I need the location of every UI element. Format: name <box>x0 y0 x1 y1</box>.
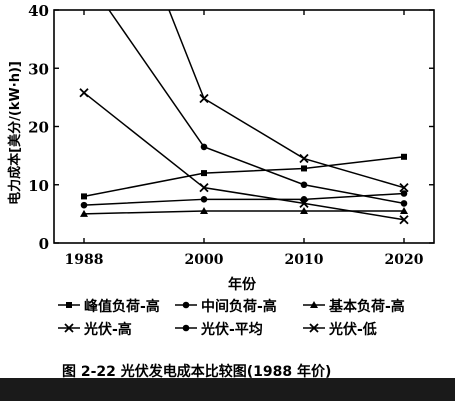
marker-circle <box>182 301 190 309</box>
marker-x <box>309 323 319 333</box>
plot-frame <box>53 9 435 244</box>
series-6 <box>79 88 409 225</box>
y-tick-label: 20 <box>28 119 49 137</box>
y-tick-label: 10 <box>28 177 49 195</box>
marker-square <box>66 302 72 308</box>
marker-x <box>299 198 309 209</box>
marker-x <box>64 323 74 333</box>
axes <box>53 9 435 244</box>
marker-circle <box>80 201 88 209</box>
legend-entry: 峰值负荷-高 <box>58 298 160 315</box>
legend-label: 中间负荷-高 <box>201 298 277 315</box>
legend-label: 光伏-平均 <box>200 321 263 338</box>
legend-entry: 光伏-低 <box>303 321 377 338</box>
marker-circle <box>300 181 308 189</box>
legend-entry: 光伏-高 <box>58 321 132 338</box>
x-axis-label: 年份 <box>228 276 257 293</box>
marker-triangle <box>200 206 208 214</box>
legend-entry: 光伏-平均 <box>175 321 263 338</box>
marker-circle <box>200 196 208 203</box>
marker-x <box>399 183 409 193</box>
y-tick-label: 0 <box>39 235 49 253</box>
marker-triangle <box>310 301 318 308</box>
marker-circle <box>200 143 208 151</box>
marker-square <box>301 165 307 172</box>
legend-label: 基本负荷-高 <box>329 298 405 315</box>
legend-label: 光伏-高 <box>83 321 132 338</box>
chart: 0 10 20 30 40 1988 2000 2010 2020 峰值负荷-高 中间负荷-高 基本… <box>7 2 435 380</box>
marker-circle <box>400 190 408 197</box>
series-4 <box>168 9 409 193</box>
x-tick-label: 2020 <box>385 252 424 268</box>
marker-x <box>199 93 209 104</box>
marker-x <box>199 183 209 193</box>
marker-square <box>81 193 87 200</box>
marker-x <box>299 153 309 164</box>
figure-caption: 图 2-22 光伏发电成本比较图(1988 年价) <box>62 363 331 380</box>
series-5 <box>108 9 408 207</box>
y-tick-label: 30 <box>28 60 49 78</box>
tick-labels: 0 10 20 30 40 1988 2000 2010 2020 <box>28 2 424 268</box>
legend-entry: 中间负荷-高 <box>175 298 277 315</box>
marker-square <box>401 153 407 160</box>
marker-triangle <box>80 209 88 217</box>
series-line <box>168 9 405 189</box>
series-1 <box>81 153 407 200</box>
series-line <box>108 9 405 205</box>
series-line <box>83 192 405 206</box>
y-tick-label: 40 <box>28 2 49 20</box>
x-tick-label: 2010 <box>285 252 324 268</box>
marker-circle <box>182 324 190 332</box>
marker-x <box>79 88 89 98</box>
legend-label: 峰值负荷-高 <box>84 298 160 315</box>
bottom-black-band <box>0 378 455 401</box>
marker-square <box>201 170 207 177</box>
legend-entry: 基本负荷-高 <box>303 298 405 315</box>
series-lines <box>79 9 409 225</box>
marker-circle <box>400 200 408 207</box>
marker-triangle <box>400 206 408 214</box>
legend-label: 光伏-低 <box>328 321 377 338</box>
marker-x <box>399 215 409 225</box>
y-axis-label: 电力成本[美分/(kW·h)] <box>7 61 23 205</box>
marker-triangle <box>300 206 308 214</box>
legend: 峰值负荷-高 中间负荷-高 基本负荷-高光伏-高 光伏-平均 光伏-低 <box>58 298 405 338</box>
x-tick-label: 2000 <box>185 252 224 268</box>
series-2 <box>80 190 408 209</box>
x-tick-label: 1988 <box>65 252 104 268</box>
series-line <box>83 156 405 198</box>
series-line <box>83 92 405 221</box>
